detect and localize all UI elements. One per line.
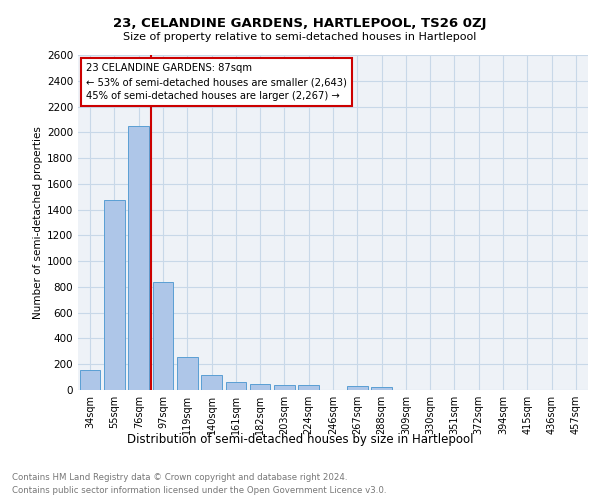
Bar xyxy=(104,200,125,390)
Bar xyxy=(371,387,392,390)
Bar xyxy=(128,126,149,390)
Bar xyxy=(250,384,271,390)
Text: 23, CELANDINE GARDENS, HARTLEPOOL, TS26 0ZJ: 23, CELANDINE GARDENS, HARTLEPOOL, TS26 … xyxy=(113,18,487,30)
Bar xyxy=(80,370,100,390)
Text: Distribution of semi-detached houses by size in Hartlepool: Distribution of semi-detached houses by … xyxy=(127,432,473,446)
Text: Contains HM Land Registry data © Crown copyright and database right 2024.: Contains HM Land Registry data © Crown c… xyxy=(12,472,347,482)
Text: Contains public sector information licensed under the Open Government Licence v3: Contains public sector information licen… xyxy=(12,486,386,495)
Y-axis label: Number of semi-detached properties: Number of semi-detached properties xyxy=(33,126,43,319)
Text: Size of property relative to semi-detached houses in Hartlepool: Size of property relative to semi-detach… xyxy=(124,32,476,42)
Bar xyxy=(201,374,222,390)
Bar xyxy=(347,386,368,390)
Bar xyxy=(274,385,295,390)
Bar xyxy=(226,382,246,390)
Text: 23 CELANDINE GARDENS: 87sqm
← 53% of semi-detached houses are smaller (2,643)
45: 23 CELANDINE GARDENS: 87sqm ← 53% of sem… xyxy=(86,64,347,102)
Bar xyxy=(298,386,319,390)
Bar xyxy=(177,357,197,390)
Bar xyxy=(152,282,173,390)
